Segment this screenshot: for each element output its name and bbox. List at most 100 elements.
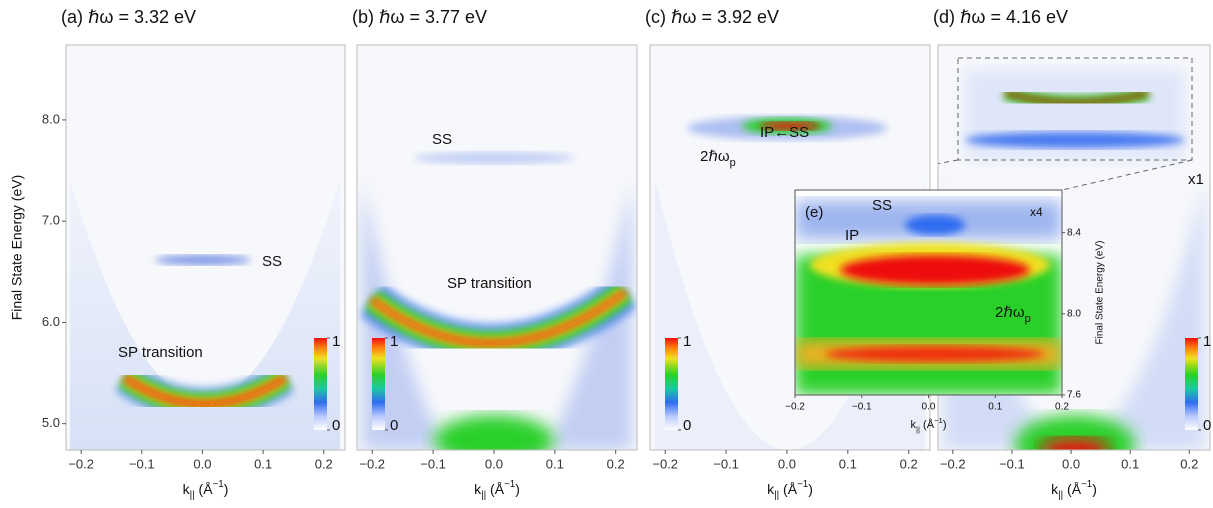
x-tick-label: 0.0	[1062, 456, 1080, 471]
x-axis-label-part: ||	[774, 490, 779, 501]
x-axis-label-part: k	[474, 481, 482, 497]
x-tick-label: 0.2	[900, 456, 918, 471]
band	[1004, 91, 1149, 105]
y-tick-label: 8.0	[42, 111, 60, 126]
annotation-text: SS	[872, 197, 892, 214]
colorbar-tick-label: 0	[1203, 417, 1211, 434]
band	[965, 132, 1185, 148]
x-axis-label-part: ||	[1058, 490, 1063, 501]
annotation-text: SS	[262, 253, 282, 270]
x-tick-label: 0.2	[1180, 456, 1198, 471]
x-tick-label: 0.0	[778, 456, 796, 471]
y-tick-label: 7.6	[1067, 390, 1081, 401]
band	[370, 289, 627, 346]
x-axis-label-part: −1	[797, 479, 808, 490]
zoom-box	[957, 57, 1193, 161]
colorbar	[372, 338, 385, 430]
annotation-text: x1	[1188, 171, 1204, 188]
x-axis-label-part: k	[767, 481, 775, 497]
band	[1040, 438, 1110, 450]
x-tick-label: 0.1	[254, 456, 272, 471]
annotation-sub: p	[1025, 313, 1031, 325]
x-tick-label: −0.1	[999, 456, 1025, 471]
annotation-text: IP←SS	[760, 124, 809, 141]
x-axis-label-part: (Å	[920, 418, 935, 431]
x-tick-label: −0.2	[359, 456, 385, 471]
colorbar-tick-label: 0	[332, 417, 340, 434]
x-tick-label: 0.2	[607, 456, 625, 471]
annotation: SP transition	[118, 344, 203, 361]
x-tick-label: 0.2	[1055, 402, 1069, 413]
x-axis-label-part: −1	[934, 416, 943, 425]
envelope	[362, 180, 632, 450]
x-axis-label-part: ||	[916, 425, 920, 434]
x-axis-label-part: )	[943, 419, 947, 431]
band	[760, 122, 820, 130]
x-axis-label-part: k	[1051, 481, 1059, 497]
x-tick-label: −0.1	[129, 456, 155, 471]
band	[1015, 415, 1135, 450]
annotation-text: SP transition	[447, 275, 532, 292]
frame	[65, 44, 346, 451]
annotation-text: x4	[1030, 205, 1043, 219]
x-axis-label-part: )	[515, 481, 520, 497]
zoom-line	[1061, 159, 1193, 191]
annotation: SS	[432, 131, 452, 148]
x-tick-label: 0.1	[1121, 456, 1139, 471]
x-axis-label: k|| (Å−1)	[474, 479, 520, 501]
y-tick-label: 8.0	[1067, 308, 1081, 319]
x-axis-label-part: k	[183, 481, 191, 497]
intensity-map	[70, 180, 340, 450]
x-axis-label-part: −1	[504, 479, 515, 490]
y-tick-label: 5.0	[42, 415, 60, 430]
y-tick-label: 6.0	[42, 314, 60, 329]
x-tick-label: 0.0	[193, 456, 211, 471]
annotation: (e)	[805, 204, 823, 221]
x-tick-label: −0.1	[852, 402, 872, 413]
x-axis-label: k|| (Å−1)	[767, 479, 813, 501]
annotation: x1	[1188, 171, 1204, 188]
x-axis-label-part: (Å	[195, 481, 214, 497]
inset-map	[795, 200, 1062, 395]
annotation: x4	[1030, 205, 1043, 219]
x-tick-label: 0.1	[988, 402, 1002, 413]
annotation: 2ℏωp	[700, 148, 736, 169]
colorbar-tick-label: 1	[1203, 333, 1211, 350]
x-tick-label: 0.1	[546, 456, 564, 471]
annotation: SS	[872, 197, 892, 214]
x-axis-label-part: k	[911, 419, 917, 431]
intensity-map	[360, 152, 637, 450]
colorbar-tick-label: 1	[332, 333, 340, 350]
x-axis-label-part: −1	[213, 479, 224, 490]
y-axis-label: Final State Energy (eV)	[1095, 241, 1106, 345]
x-tick-label: −0.1	[420, 456, 446, 471]
x-tick-label: −0.2	[785, 402, 805, 413]
y-tick-label: 7.0	[42, 213, 60, 228]
band	[414, 152, 574, 164]
y-axis-label: Final State Energy (eV)	[9, 175, 25, 321]
x-axis-label: k|| (Å−1)	[1051, 479, 1097, 501]
colorbar	[314, 338, 327, 430]
x-axis-label: k|| (Å−1)	[911, 416, 947, 434]
x-tick-label: 0.0	[485, 456, 503, 471]
annotation-text: 2ℏω	[700, 148, 730, 165]
colorbar-tick-label: 1	[683, 333, 691, 350]
x-tick-label: −0.2	[940, 456, 966, 471]
panel-title: (b) ℏω = 3.77 eV	[352, 7, 487, 27]
band	[840, 255, 1030, 285]
x-axis-label-part: )	[808, 481, 813, 497]
x-axis-label-part: ||	[190, 490, 195, 501]
x-tick-label: −0.2	[68, 456, 94, 471]
x-axis-label-part: ||	[481, 490, 486, 501]
panel-title: (c) ℏω = 3.92 eV	[645, 7, 779, 27]
panel-title: (a) ℏω = 3.32 eV	[61, 7, 196, 27]
band	[905, 215, 965, 235]
x-axis-label-part: (Å	[486, 481, 505, 497]
annotation: SP transition	[447, 275, 532, 292]
colorbar	[1185, 338, 1198, 430]
colorbar	[665, 338, 678, 430]
colorbar-tick-label: 1	[390, 333, 398, 350]
annotation-text: SP transition	[118, 344, 203, 361]
colorbar-tick-label: 0	[683, 417, 691, 434]
x-axis-label-part: (Å	[1063, 481, 1082, 497]
